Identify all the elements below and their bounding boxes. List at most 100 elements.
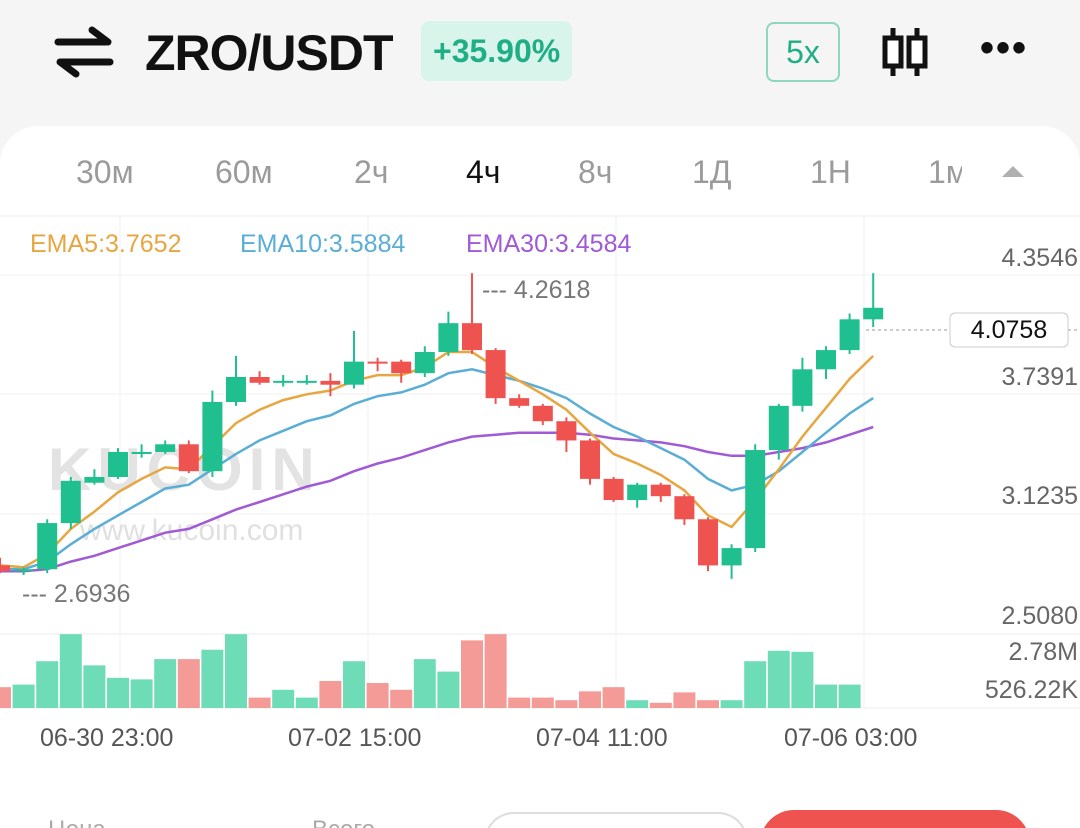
candle-body — [320, 380, 341, 385]
volume-bar — [154, 659, 177, 708]
price-axis-label: 2.5080 — [1002, 602, 1078, 630]
swap-arrows-icon[interactable] — [52, 24, 116, 80]
volume-bar — [177, 659, 200, 708]
volume-bar — [626, 700, 649, 708]
volume-bar — [130, 679, 153, 708]
candlestick-icon[interactable] — [880, 24, 930, 80]
candle-body — [792, 369, 813, 406]
volume-bar — [225, 634, 247, 708]
volume-bar — [343, 661, 365, 708]
max-price-marker: --- 4.2618 — [482, 276, 590, 304]
volume-axis-label: 526.22K — [985, 676, 1078, 704]
candle-body — [391, 361, 412, 374]
volume-bar — [366, 683, 389, 708]
candle-body — [296, 380, 317, 383]
candle-body — [178, 444, 199, 472]
candle-body — [202, 401, 223, 472]
candle-body — [0, 565, 10, 572]
candle-body — [13, 569, 34, 572]
time-axis-label: 07-06 03:00 — [784, 724, 917, 752]
ema5-line — [0, 350, 875, 569]
watermark-url: www.kucoin.com — [79, 514, 303, 547]
tab-1mo[interactable]: 1м — [928, 154, 962, 190]
candle-body — [414, 352, 435, 374]
candle-body — [60, 480, 81, 524]
min-price-marker: --- 2.6936 — [22, 580, 130, 608]
volume-bar — [319, 680, 342, 708]
tab-60m[interactable]: 60м — [215, 154, 273, 190]
tab-30m[interactable]: 30м — [76, 154, 134, 190]
volume-bar — [649, 702, 672, 708]
ema30-line — [0, 425, 874, 573]
candle-body — [367, 361, 388, 364]
volume-bar — [744, 661, 767, 708]
candle-body — [839, 319, 860, 351]
volume-bar — [390, 689, 413, 708]
price-axis-label: 3.1235 — [1002, 482, 1078, 510]
candle-body — [273, 380, 294, 383]
tab-1d[interactable]: 1Д — [692, 154, 732, 190]
volume-bar — [0, 687, 11, 708]
candle-body — [768, 405, 789, 451]
total-column-label: Всего — [312, 816, 375, 828]
candle-body — [674, 496, 695, 520]
ema-lines — [0, 350, 875, 573]
volume-bar — [815, 684, 837, 708]
volume-bar — [437, 671, 460, 708]
volume-bar — [484, 634, 507, 708]
time-axis-label: 06-30 23:00 — [40, 724, 173, 752]
buy-button[interactable] — [484, 812, 748, 828]
more-dots-icon[interactable]: ••• — [980, 26, 1029, 70]
candle-body — [131, 451, 152, 454]
price-axis-label: 3.7391 — [1002, 363, 1078, 391]
volume-bar — [201, 649, 224, 708]
candle-body — [509, 398, 530, 406]
time-axis-label: 07-04 11:00 — [536, 724, 668, 752]
candle-body — [532, 405, 553, 422]
volume-bar — [508, 697, 531, 708]
candle-body — [745, 450, 766, 549]
leverage-button[interactable]: 5x — [766, 22, 840, 82]
collapse-caret-icon[interactable] — [1002, 166, 1024, 177]
volume-bar — [107, 677, 129, 708]
volume-bar — [767, 650, 790, 708]
candle-body — [84, 476, 105, 483]
tab-8h[interactable]: 8ч — [578, 154, 613, 190]
pair-title[interactable]: ZRO/USDT — [145, 25, 394, 81]
candle-body — [603, 478, 624, 501]
volume-bar — [461, 640, 483, 708]
last-price-label: 4.0758 — [971, 316, 1047, 344]
volume-bar — [697, 700, 719, 708]
candles — [0, 273, 884, 579]
volume-bar — [555, 700, 578, 708]
candle-body — [556, 421, 577, 441]
volume-bar — [272, 689, 295, 708]
candle-body — [580, 440, 600, 479]
candle-body — [816, 350, 836, 370]
candle-body — [155, 444, 176, 452]
sell-button[interactable] — [760, 810, 1030, 828]
volume-bar — [36, 661, 59, 708]
price-axis-label: 4.3546 — [1002, 244, 1078, 272]
tab-4h[interactable]: 4ч — [466, 154, 501, 190]
price-chart[interactable]: EMA5:3.7652 EMA10:3.5884 EMA30:3.4584 KU… — [0, 126, 1080, 828]
volume-bar — [838, 684, 861, 708]
volume-axis-label: 2.78M — [1009, 638, 1078, 666]
tab-2h[interactable]: 2ч — [354, 154, 389, 190]
volume-bar — [791, 651, 814, 708]
interval-tabs: 30м 60м 2ч 4ч 8ч 1Д 1Н 1м — [0, 126, 1080, 216]
volume-bar — [248, 697, 271, 708]
volume-bar — [83, 665, 106, 708]
ema5-label: EMA5:3.7652 — [30, 230, 182, 258]
chart-card: 30м 60м 2ч 4ч 8ч 1Д 1Н 1м EMA5:3.7652 EM… — [0, 126, 1080, 828]
change-badge: +35.90% — [421, 21, 573, 81]
tab-1w[interactable]: 1Н — [810, 154, 851, 190]
candle-body — [438, 323, 459, 353]
volume-bar — [720, 700, 743, 708]
ema10-label: EMA10:3.5884 — [240, 230, 405, 258]
volume-bar — [413, 659, 436, 708]
candle-body — [698, 519, 718, 566]
ema30-label: EMA30:3.4584 — [466, 230, 631, 258]
candle-body — [721, 548, 742, 566]
candle-body — [226, 376, 246, 402]
